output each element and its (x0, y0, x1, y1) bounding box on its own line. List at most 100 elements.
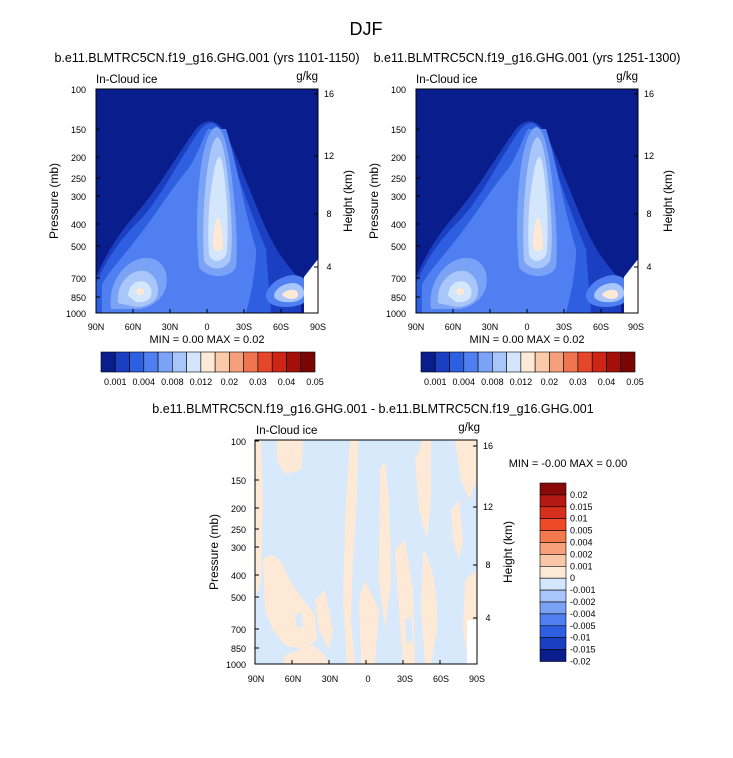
colorbar-box (534, 351, 550, 373)
panel-2-min-max: MIN = 0.00 MAX = 0.02 (470, 334, 585, 346)
colorbar-box (539, 613, 567, 627)
panel-3-y-ticks: 100 150 200 250 300 400 500 700 850 1000 (226, 437, 259, 670)
colorbar-label: 0.05 (626, 377, 644, 387)
panel-3-title: b.e11.BLMTRC5CN.f19_g16.GHG.001 - b.e11.… (152, 402, 593, 416)
colorbar-box (620, 351, 636, 373)
colorbar-label: 0.001 (424, 377, 447, 387)
colorbar-box (539, 589, 567, 603)
panel-2-ytick-label: 250 (391, 174, 406, 184)
colorbar-box (539, 637, 567, 650)
panel-3-ytick-label: 700 (231, 625, 246, 635)
panel-1-xtick-label: 30S (236, 322, 252, 332)
colorbar-box (257, 351, 273, 373)
panel-1-ytick-label: 150 (71, 125, 86, 135)
colorbar-label: -0.02 (570, 657, 591, 667)
panel-2-field (416, 89, 638, 313)
panel-3-min-max: MIN = -0.00 MAX = 0.00 (509, 458, 628, 470)
colorbar-label: -0.01 (570, 633, 591, 643)
colorbar-label: 0.03 (569, 377, 587, 387)
panel-2-y-ticks: 100 150 200 250 300 400 500 700 850 1000 (386, 85, 420, 319)
colorbar-label: 0.004 (570, 538, 593, 548)
panel-3-xtick-label: 60S (433, 674, 449, 684)
panel-3-ytick-label: 1000 (226, 660, 246, 670)
colorbar-box (420, 351, 436, 373)
colorbar-box (539, 530, 567, 543)
panel-1-xtick-label: 90N (88, 322, 105, 332)
panel-3-field (255, 440, 477, 664)
colorbar-label: -0.005 (570, 621, 596, 631)
panel-1-ytick-label: 500 (71, 242, 86, 252)
colorbar-box (492, 351, 507, 373)
colorbar-label: 0.04 (598, 377, 616, 387)
panel-2: b.e11.BLMTRC5CN.f19_g16.GHG.001 (yrs 125… (367, 51, 680, 387)
panel-1-ytick-label: 300 (71, 192, 86, 202)
colorbar-box (539, 649, 567, 662)
panel-1-units-label: g/kg (296, 71, 318, 83)
panel-1-field (96, 89, 318, 313)
panel-1-min-max: MIN = 0.00 MAX = 0.02 (150, 334, 265, 346)
panel-3-ytick-right-label: 8 (485, 560, 490, 570)
colorbar-box (143, 351, 159, 373)
colorbar-label: 0.002 (570, 549, 593, 559)
colorbar-label: 0.015 (570, 502, 593, 512)
colorbar-box (271, 351, 287, 373)
panel-3-ytick-right-label: 4 (485, 613, 490, 623)
colorbar-box (539, 506, 567, 519)
colorbar-label: -0.001 (570, 585, 596, 595)
panel-3-xtick-label: 90S (469, 674, 485, 684)
panel-3-x-ticks: 90N 60N 30N 0 30S 60S 90S (248, 660, 485, 684)
panel-2-ytick-label: 500 (391, 242, 406, 252)
colorbar-label: 0.005 (570, 526, 593, 536)
colorbar-box (549, 351, 564, 373)
panel-3-y-axis-label: Pressure (mb) (207, 514, 221, 590)
colorbar-box (463, 351, 479, 373)
colorbar-label: 0.012 (190, 377, 213, 387)
panel-1-y-ticks: 100 150 200 250 300 400 500 700 850 1000 (66, 85, 100, 319)
panel-3-y-ticks-right: 16 12 8 4 (473, 441, 493, 623)
panel-3-xtick-label: 90N (248, 674, 265, 684)
panel-2-ytick-label: 200 (391, 153, 406, 163)
panel-1: b.e11.BLMTRC5CN.f19_g16.GHG.001 (yrs 110… (47, 51, 360, 387)
panel-2-y-axis-label: Pressure (mb) (367, 163, 381, 239)
colorbar-box (539, 577, 567, 591)
colorbar-box (186, 351, 202, 373)
colorbar-label: -0.002 (570, 597, 596, 607)
colorbar-box (229, 351, 244, 373)
colorbar-box (520, 351, 536, 373)
colorbar-label: 0.02 (221, 377, 239, 387)
colorbar-label: 0.004 (133, 377, 156, 387)
panel-1-xtick-label: 30N (162, 322, 179, 332)
panel-1-y-axis-label: Pressure (mb) (47, 163, 61, 239)
colorbar-box (449, 351, 465, 373)
panel-3-y-axis-label-right: Height (km) (501, 521, 515, 583)
colorbar-box (300, 351, 316, 373)
panel-3-ytick-right-label: 12 (483, 502, 493, 512)
panel-1-xtick-label: 90S (310, 322, 326, 332)
colorbar-box (100, 351, 116, 373)
panel-2-ytick-label: 100 (391, 85, 406, 95)
panel-3-ytick-label: 400 (231, 571, 246, 581)
colorbar-box (539, 625, 567, 638)
panel-2-xtick-label: 60N (445, 322, 462, 332)
panel-3-units-label: g/kg (458, 422, 480, 434)
panel-2-ytick-label: 850 (391, 293, 406, 303)
panel-2-xtick-label: 90N (408, 322, 425, 332)
colorbar-box (506, 351, 522, 373)
colorbar-label: 0.012 (510, 377, 533, 387)
colorbar-box (539, 601, 567, 615)
colorbar-box (434, 351, 450, 373)
colorbar-label: 0.001 (570, 561, 593, 571)
page-title: DJF (350, 19, 383, 39)
panel-1-ytick-right-label: 12 (324, 151, 334, 161)
panel-3-variable-label: In-Cloud ice (256, 425, 317, 437)
colorbar-box (591, 351, 607, 373)
colorbar-box (157, 351, 173, 373)
panel-2-y-axis-label-right: Height (km) (661, 170, 675, 232)
colorbar-box (114, 351, 130, 373)
panel-2-x-ticks: 90N 60N 30N 0 30S 60S 90S (408, 309, 644, 332)
panel-1-ytick-right-label: 16 (324, 89, 334, 99)
panel-3-ytick-label: 500 (231, 593, 246, 603)
panel-1-xtick-label: 0 (204, 322, 209, 332)
